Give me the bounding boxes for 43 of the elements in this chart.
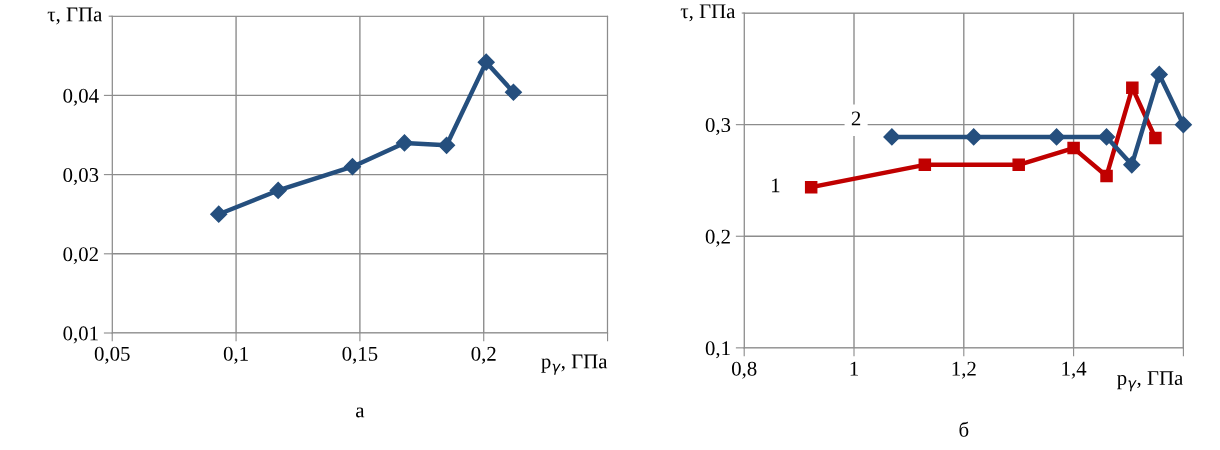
point — [395, 134, 414, 152]
point — [1100, 169, 1113, 183]
point — [1174, 116, 1192, 134]
series-label: 2 — [851, 111, 861, 126]
point — [1048, 128, 1066, 146]
x-axis-title: p$_{γ}$, ГПа — [541, 354, 608, 375]
point — [504, 83, 523, 101]
point — [343, 158, 362, 176]
text: а — [356, 407, 365, 418]
point — [918, 158, 932, 172]
point — [1149, 131, 1162, 145]
point — [965, 128, 983, 146]
x-tick-label: 0,2 — [471, 346, 496, 364]
y-tick-label: 0,2 — [705, 229, 730, 247]
point — [477, 53, 495, 71]
point — [438, 136, 456, 154]
x-tick-label: 0,15 — [342, 346, 378, 364]
y-tick-label: 0,03 — [63, 167, 99, 186]
x-tick-label: 0,05 — [94, 346, 130, 364]
y-tick-label: 0,01 — [63, 326, 98, 344]
y-axis-title: τ, ГПа — [47, 7, 103, 25]
x-tick-label: 1 — [850, 361, 858, 376]
series-label: 1 — [772, 178, 780, 193]
x-tick-label: 1,4 — [1062, 361, 1087, 379]
point — [1150, 65, 1168, 83]
y-axis-title: τ, ГПа — [680, 4, 736, 22]
point — [883, 128, 901, 146]
y-tick-label: 0,02 — [63, 247, 98, 265]
point — [1126, 81, 1139, 95]
point — [210, 205, 228, 223]
point — [804, 180, 818, 194]
y-tick-label: 0,3 — [705, 118, 731, 136]
x-tick-label: 0,8 — [731, 361, 757, 379]
x-tick-label: 0,1 — [223, 346, 248, 364]
text: б — [959, 421, 969, 437]
point — [1123, 156, 1141, 174]
x-tick-label: 1,2 — [952, 361, 976, 379]
y-tick-label: 0,04 — [63, 88, 99, 106]
point — [1097, 128, 1116, 146]
point — [269, 181, 287, 199]
x-axis-title: p$_{γ}$, ГПа — [1117, 371, 1184, 392]
point — [1067, 141, 1080, 155]
point — [1012, 158, 1025, 172]
